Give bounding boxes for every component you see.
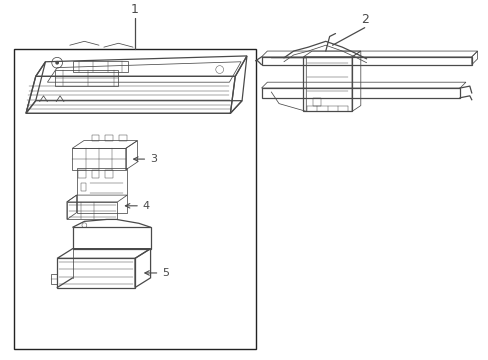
Text: 3: 3: [133, 154, 157, 164]
Circle shape: [56, 62, 58, 64]
Bar: [14, 49, 255, 349]
Text: 2: 2: [360, 13, 368, 26]
Text: 4: 4: [125, 201, 150, 211]
Text: 1: 1: [131, 3, 139, 16]
Text: 5: 5: [144, 268, 169, 278]
